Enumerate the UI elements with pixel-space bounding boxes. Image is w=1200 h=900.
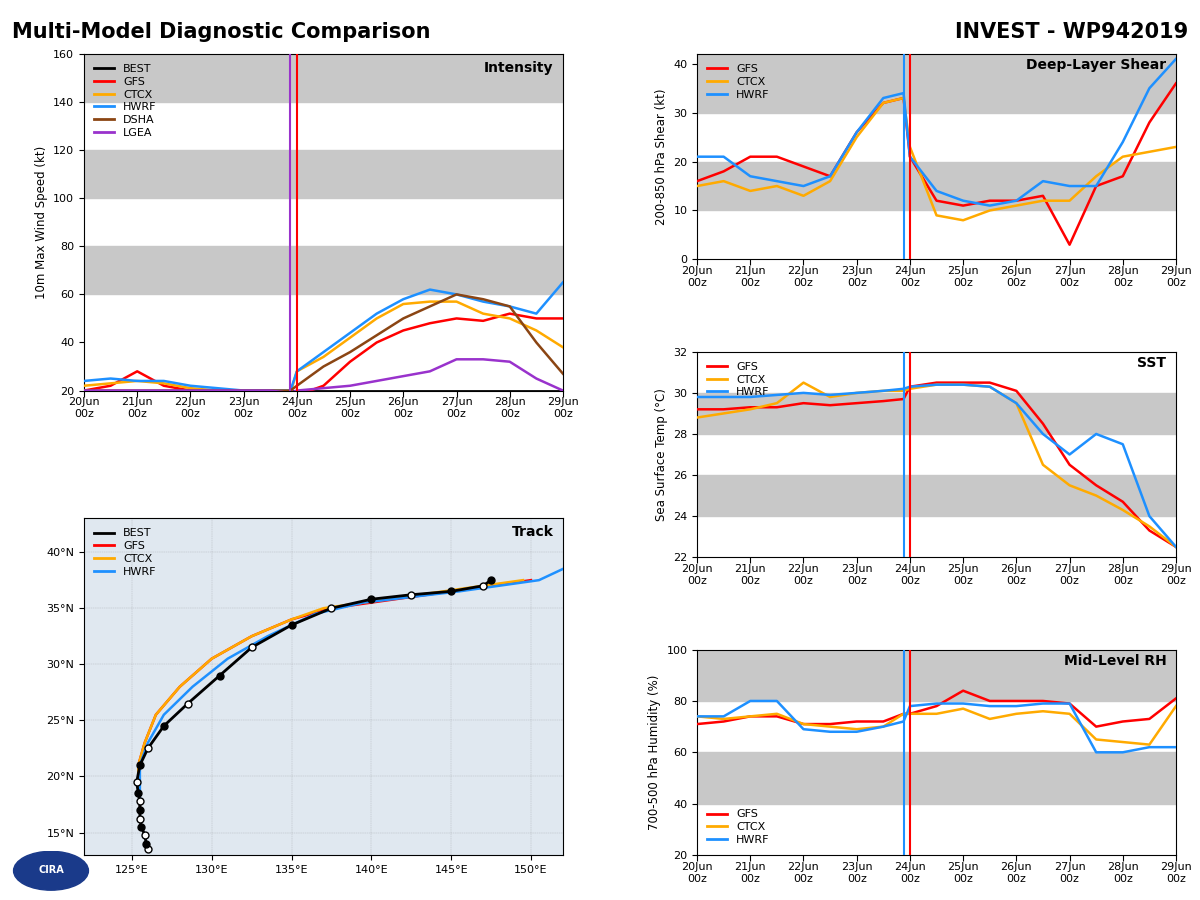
Bar [84, 54, 563, 102]
Text: Intensity: Intensity [484, 60, 553, 75]
Text: Mid-Level RH: Mid-Level RH [1063, 653, 1166, 668]
Text: INVEST - WP942019: INVEST - WP942019 [955, 22, 1188, 42]
Legend: BEST, GFS, CTCX, HWRF: BEST, GFS, CTCX, HWRF [90, 524, 161, 581]
Circle shape [13, 851, 89, 890]
Bar [697, 650, 1176, 701]
Bar [697, 752, 1176, 804]
Y-axis label: 10m Max Wind Speed (kt): 10m Max Wind Speed (kt) [35, 146, 48, 299]
Legend: GFS, CTCX, HWRF: GFS, CTCX, HWRF [703, 805, 774, 850]
Legend: BEST, GFS, CTCX, HWRF, DSHA, LGEA: BEST, GFS, CTCX, HWRF, DSHA, LGEA [90, 59, 161, 142]
Legend: GFS, CTCX, HWRF: GFS, CTCX, HWRF [703, 59, 774, 104]
Bar [84, 247, 563, 294]
Text: CIRA: CIRA [38, 865, 64, 875]
Bar [697, 54, 1176, 112]
Legend: GFS, CTCX, HWRF: GFS, CTCX, HWRF [703, 357, 774, 401]
Bar [697, 162, 1176, 211]
Text: SST: SST [1138, 356, 1166, 370]
Bar [84, 150, 563, 198]
Text: Deep-Layer Shear: Deep-Layer Shear [1026, 58, 1166, 72]
Bar [697, 475, 1176, 516]
Text: Track: Track [511, 526, 553, 539]
Text: Multi-Model Diagnostic Comparison: Multi-Model Diagnostic Comparison [12, 22, 431, 42]
Y-axis label: 200-850 hPa Shear (kt): 200-850 hPa Shear (kt) [655, 88, 667, 225]
Y-axis label: 700-500 hPa Humidity (%): 700-500 hPa Humidity (%) [648, 675, 661, 830]
Y-axis label: Sea Surface Temp (°C): Sea Surface Temp (°C) [654, 388, 667, 521]
Bar [697, 393, 1176, 434]
